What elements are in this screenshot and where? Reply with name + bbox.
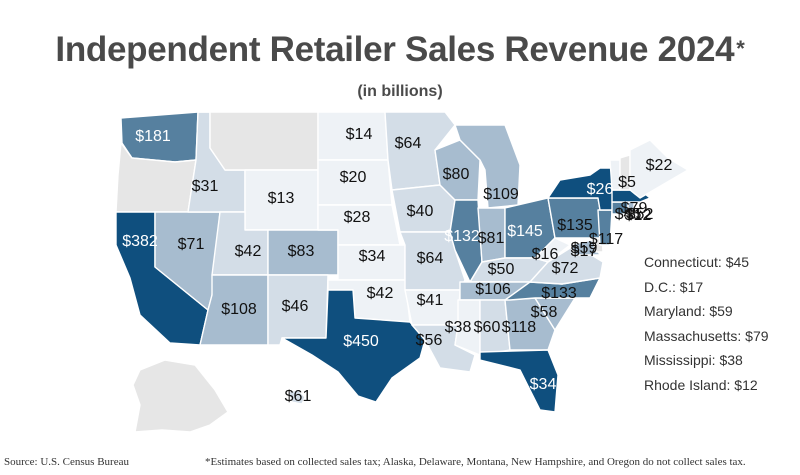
label-tn: $106 [475, 281, 511, 298]
label-oh: $145 [507, 223, 543, 240]
label-wa: $181 [135, 128, 171, 145]
label-ca: $382 [122, 233, 158, 250]
label-nj: $117 [589, 231, 624, 248]
label-mn: $64 [395, 135, 422, 152]
label-ut: $42 [235, 243, 262, 260]
small-state-values-list: Connecticut: $45 D.C.: $17 Maryland: $59… [644, 250, 769, 398]
list-item: Rhode Island: $12 [644, 376, 758, 393]
list-item: Massachusetts: $79 [644, 327, 769, 344]
label-nm: $46 [282, 298, 309, 315]
label-mi: $109 [483, 186, 519, 203]
state-ak[interactable] [132, 359, 229, 433]
label-sd: $20 [340, 169, 367, 186]
chart-subtitle: (in billions) [357, 83, 443, 100]
label-sc: $58 [531, 304, 558, 321]
list-item: D.C.: $17 [644, 278, 704, 295]
label-ma: $79 [621, 200, 648, 217]
label-ct: $45 [615, 206, 642, 223]
state-fl[interactable] [479, 349, 559, 413]
label-az: $108 [221, 301, 257, 318]
label-ga: $118 [502, 319, 537, 336]
label-co: $83 [288, 243, 315, 260]
label-id: $31 [192, 178, 219, 195]
state-md[interactable] [569, 239, 601, 256]
label-wi: $80 [443, 166, 470, 183]
label-va: $72 [552, 260, 579, 277]
label-al: $60 [474, 319, 501, 336]
label-ia: $40 [407, 203, 434, 220]
label-nj-ne: $52 [627, 206, 654, 223]
label-ar: $41 [417, 292, 444, 309]
footnote: *Estimates based on collected sales tax;… [205, 456, 746, 468]
label-il: $132 [444, 228, 480, 245]
label-md: $59 [571, 240, 598, 257]
label-mo: $64 [417, 250, 444, 267]
label-fl: $34 [530, 376, 557, 393]
chart-title: Independent Retailer Sales Revenue 2024* [0, 30, 800, 70]
label-tx: $450 [343, 333, 379, 350]
label-vt: $5 [618, 174, 636, 191]
label-ok: $42 [367, 285, 394, 302]
label-nc: $133 [541, 285, 577, 302]
label-wy: $13 [268, 190, 295, 207]
list-item: Connecticut: $45 [644, 254, 750, 270]
label-ne: $28 [344, 209, 371, 226]
state-hi[interactable] [287, 389, 306, 405]
state-ms[interactable] [454, 299, 481, 356]
label-me: $22 [646, 157, 673, 174]
label-ks: $34 [359, 248, 386, 265]
label-la: $56 [416, 332, 443, 349]
label-hi: $61 [285, 388, 312, 405]
state-me[interactable] [629, 139, 689, 199]
list-item: Mississippi: $38 [644, 352, 743, 369]
label-pa: $135 [557, 217, 593, 234]
label-nd: $14 [346, 126, 373, 143]
label-ky: $50 [488, 261, 515, 278]
label-ri: $12 [625, 207, 652, 224]
source-note: Source: U.S. Census Bureau [4, 456, 129, 468]
list-item: Maryland: $59 [644, 303, 733, 320]
label-dc: $17 [571, 243, 598, 260]
label-in: $81 [478, 230, 505, 247]
label-wv: $16 [532, 246, 559, 263]
label-nv: $71 [178, 236, 205, 253]
title-asterisk: * [736, 36, 745, 61]
label-ms: $38 [445, 319, 472, 336]
chart-title-text: Independent Retailer Sales Revenue 2024 [55, 30, 735, 69]
label-ny: $26 [587, 181, 614, 198]
state-tx[interactable] [281, 289, 426, 403]
